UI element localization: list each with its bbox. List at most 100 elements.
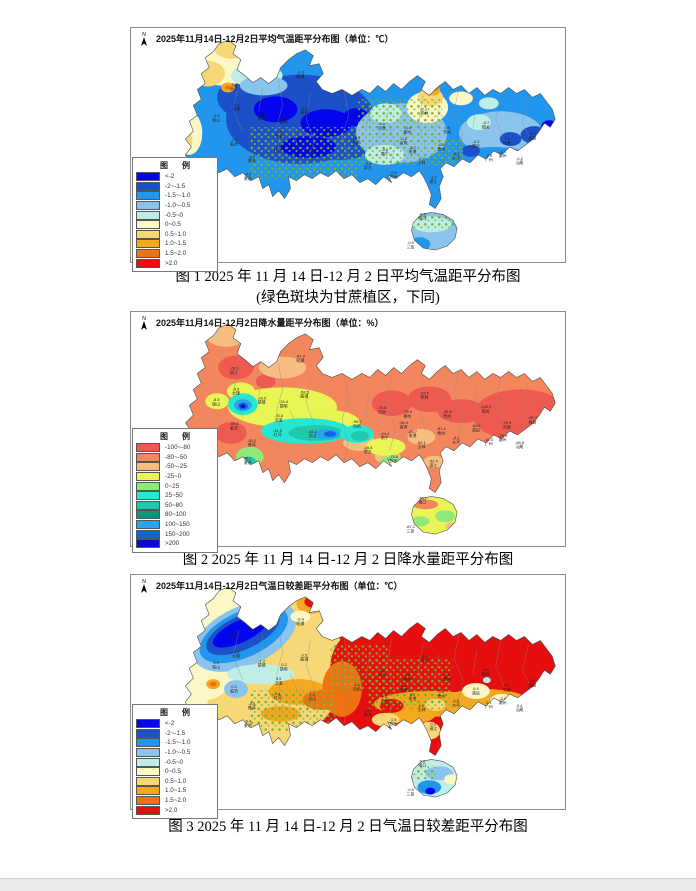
legend-swatch bbox=[136, 181, 160, 191]
station-label: 0.3 临沧 bbox=[230, 684, 238, 693]
legend-item: <-2 bbox=[136, 172, 214, 182]
legend-swatch bbox=[136, 719, 160, 729]
north-label: N bbox=[142, 316, 146, 322]
station-label: 2.8 柳州 bbox=[404, 672, 412, 681]
legend-item: -1.0~-0.5 bbox=[136, 748, 214, 758]
legend-swatch bbox=[136, 201, 160, 211]
station-label: -0.2 惠州 bbox=[499, 696, 507, 705]
station-label: 0.8 梧州 bbox=[437, 689, 445, 698]
legend-swatch bbox=[136, 210, 160, 220]
legend-label: -1.5~-1.0 bbox=[165, 739, 191, 747]
legend-swatch bbox=[136, 767, 160, 777]
legend-item: -1.0~-0.5 bbox=[136, 201, 214, 211]
station-label: -0.8 普洱 bbox=[248, 154, 256, 163]
legend-label: 50~80 bbox=[165, 501, 183, 509]
station-label: -0.7 韶关 bbox=[482, 120, 490, 129]
legend-item: -0.5~0 bbox=[136, 210, 214, 220]
station-label: -0.7 玉林 bbox=[417, 156, 425, 165]
legend-swatch bbox=[136, 172, 160, 182]
legend-label: 0~0.5 bbox=[165, 221, 181, 229]
station-label: 2.7 河源 bbox=[503, 683, 511, 692]
legend-swatch bbox=[136, 748, 160, 758]
legend-label: 100~150 bbox=[165, 521, 190, 529]
legend-swatch bbox=[136, 491, 160, 501]
station-label: 0.3 湛江 bbox=[429, 722, 437, 731]
station-label: -52.1 玉林 bbox=[417, 440, 426, 449]
station-label: 1.5 崇左 bbox=[364, 708, 372, 717]
station-label: -1.2 湛江 bbox=[429, 175, 437, 184]
legend-label: 1.0~1.5 bbox=[165, 787, 187, 795]
legend-swatch bbox=[136, 796, 160, 806]
legend-label: -80~-50 bbox=[165, 453, 187, 461]
legend-swatch bbox=[136, 738, 160, 748]
legend-item: -1.5~-1.0 bbox=[136, 738, 214, 748]
north-arrow-icon: N bbox=[139, 578, 149, 599]
station-label: -0.8 崇左 bbox=[364, 161, 372, 170]
station-label: -9.5 大理 bbox=[232, 386, 240, 395]
north-arrow-icon: N bbox=[139, 315, 149, 336]
station-label: 1.1 广州 bbox=[485, 700, 493, 709]
map-legend: 图 例 <-2 -2~-1.5 -1.5~-1.0 -1.0~-0.5 -0.5~0 0~… bbox=[132, 157, 218, 272]
station-label: 0.5 贺州 bbox=[443, 125, 451, 134]
figure-caption-3: 图 3 2025 年 11 月 14 日-12 月 2 日气温日较差距平分布图 bbox=[130, 817, 566, 838]
station-label: -62.0 广州 bbox=[484, 437, 494, 446]
station-label: -1.5 玉溪 bbox=[275, 129, 283, 138]
legend-item: <-2 bbox=[136, 719, 214, 729]
north-label: N bbox=[142, 579, 146, 585]
legend-item: 25~50 bbox=[136, 491, 214, 501]
legend-label: >2.0 bbox=[165, 259, 178, 267]
temperature-anomaly-map: -0.9 丽江 -1.3 昭通 -1.3 大理 -1.5 保山 -1.4 楚雄 -1.6 昆明 -1.4… bbox=[184, 39, 556, 251]
station-label: -99.2 百色 bbox=[352, 419, 361, 428]
station-label: 2.6 河池 bbox=[378, 668, 386, 677]
map-title: 2025年11月14日-12月2日平均气温距平分布图（单位：℃） bbox=[156, 34, 394, 44]
legend-item: 50~80 bbox=[136, 500, 214, 511]
legend-item: 1.5~2.0 bbox=[136, 796, 214, 806]
legend-swatch bbox=[136, 510, 160, 520]
map-legend: 图 例 -100~-80 -80~-50 -50~-25 -25~0 0~25 25~50… bbox=[132, 428, 218, 553]
station-label: -0.9 三亚 bbox=[407, 787, 415, 796]
station-label: 0.4 红河 bbox=[274, 691, 282, 700]
figure-frame-3: N 2025年11月14日-12月2日气温日较差距平分布图（单位：℃） bbox=[130, 574, 566, 819]
legend-label: -2~-1.5 bbox=[165, 182, 186, 190]
legend-swatch bbox=[136, 472, 160, 482]
caption-line: (绿色斑块为甘蔗植区，下同) bbox=[256, 290, 440, 306]
station-label: -56.9 来宾 bbox=[399, 420, 409, 429]
legend-item: >2.0 bbox=[136, 805, 214, 815]
station-label: -1.3 大理 bbox=[232, 649, 240, 658]
legend-item: -80~-50 bbox=[136, 452, 214, 463]
legend-item: >2.0 bbox=[136, 258, 214, 268]
station-label: -70.6 玉溪 bbox=[274, 413, 284, 422]
station-label: -87.1 三亚 bbox=[406, 524, 415, 533]
legend-item: 100~150 bbox=[136, 520, 214, 530]
legend-item: -50~-25 bbox=[136, 462, 214, 472]
legend-item: -1.5~-1.0 bbox=[136, 191, 214, 201]
station-label: -45.5 崇左 bbox=[363, 445, 373, 454]
station-label: -79.9 河源 bbox=[502, 420, 512, 429]
legend-item: 0~0.5 bbox=[136, 220, 214, 230]
station-label: -0.5 广州 bbox=[485, 153, 493, 162]
station-label: 2.1 桂林 bbox=[420, 106, 428, 115]
station-label: -0.2 昆明 bbox=[280, 662, 288, 671]
legend-swatch bbox=[136, 520, 160, 530]
map-title: 2025年11月14日-12月2日气温日较差距平分布图（单位：℃） bbox=[156, 581, 403, 591]
station-label: -29.5 楚雄 bbox=[257, 395, 267, 404]
station-label: -1.3 昭通 bbox=[296, 70, 304, 79]
station-label: -0.4 柳州 bbox=[404, 125, 412, 134]
station-label: -5.5 保山 bbox=[212, 397, 220, 406]
legend-swatch bbox=[136, 786, 160, 796]
north-label: N bbox=[142, 32, 146, 38]
legend-label: -25~0 bbox=[165, 473, 182, 481]
legend-swatch bbox=[136, 220, 160, 230]
figure-frame-2: N 2025年11月14日-12月2日降水量距平分布图（单位：%） bbox=[130, 311, 566, 553]
legend-item: 0~0.5 bbox=[136, 767, 214, 777]
legend-label: <-2 bbox=[165, 720, 175, 728]
legend-item: 0~25 bbox=[136, 481, 214, 491]
legend-swatch bbox=[136, 757, 160, 767]
station-label: 3.4 桂林 bbox=[420, 653, 428, 662]
station-label: -93.7 梅县 bbox=[528, 415, 537, 424]
caption-line: 图 2 2025 年 11 月 14 日-12 月 2 日降水量距平分布图 bbox=[182, 552, 514, 568]
station-label: -0.9 丽江 bbox=[230, 82, 238, 91]
legend-swatch bbox=[136, 239, 160, 249]
station-label: -0.5 普洱 bbox=[248, 701, 256, 710]
station-label: -58.5 曲靖 bbox=[300, 389, 310, 398]
